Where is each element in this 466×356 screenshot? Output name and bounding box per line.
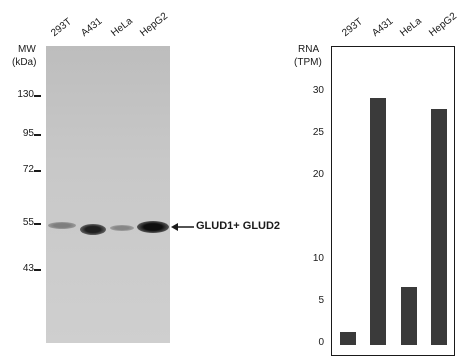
bar-hela — [401, 286, 417, 345]
lane-label-hela: HeLa — [109, 15, 135, 40]
lane-label-hepg2: HepG2 — [138, 10, 170, 39]
y-tick-label: 5 — [318, 295, 324, 306]
bar-a431 — [370, 97, 386, 345]
kda-label: (kDa) — [12, 57, 37, 68]
chart-category-293t: 293T — [340, 16, 365, 39]
chart-category-hepg2: HepG2 — [427, 10, 459, 39]
chart-category-hela: HeLa — [398, 15, 424, 40]
chart-category-a431: A431 — [370, 15, 396, 39]
marker-tick-43 — [34, 269, 41, 271]
marker-tick-130 — [34, 95, 41, 97]
y-tick-label: 30 — [312, 85, 324, 96]
lane-label-a431: A431 — [79, 15, 105, 39]
marker-72: 72 — [22, 164, 34, 175]
marker-tick-55 — [34, 223, 41, 225]
blot-membrane — [46, 46, 170, 343]
y-tick-label: 10 — [312, 253, 324, 264]
y-tick-label: 20 — [312, 169, 324, 180]
band-label: GLUD1+ GLUD2 — [196, 220, 281, 232]
arrow-icon — [171, 223, 194, 231]
band-hepg2 — [137, 221, 169, 233]
band-hela — [110, 225, 134, 231]
marker-55: 55 — [22, 217, 34, 228]
mw-label: MW — [18, 44, 36, 55]
lane-label-293t: 293T — [49, 16, 74, 39]
band-a431 — [80, 224, 106, 235]
marker-tick-95 — [34, 134, 41, 136]
marker-43: 43 — [22, 263, 34, 274]
y-tick-label: 25 — [312, 127, 324, 138]
y-axis-label-line2: (TPM) — [294, 57, 322, 68]
band-293t — [48, 222, 76, 229]
marker-95: 95 — [22, 128, 34, 139]
bar-hepg2 — [431, 109, 447, 345]
bar-293t — [340, 332, 356, 345]
marker-130: 130 — [17, 89, 34, 100]
y-axis-label-line1: RNA — [298, 44, 320, 55]
marker-tick-72 — [34, 170, 41, 172]
